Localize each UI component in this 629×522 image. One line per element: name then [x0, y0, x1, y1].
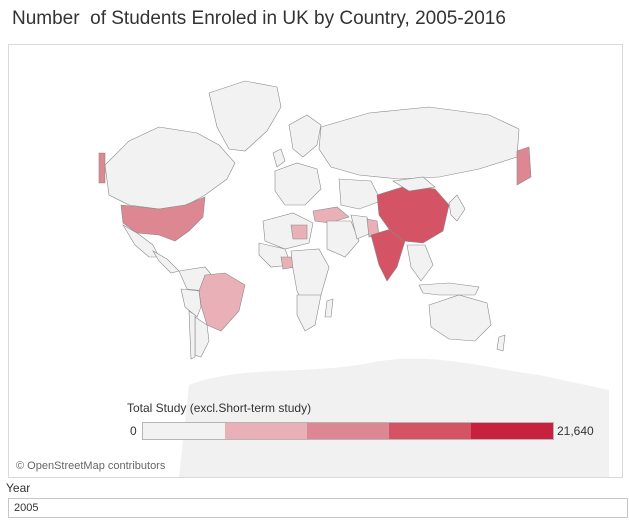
country-canada[interactable] — [104, 126, 236, 210]
year-filter-label: Year — [6, 481, 31, 495]
country-indonesia[interactable] — [418, 282, 480, 296]
legend-step-2 — [225, 423, 307, 439]
world-map[interactable] — [9, 45, 622, 477]
map-view[interactable]: Total Study (excl.Short-term study) 0 21… — [8, 44, 623, 478]
year-filter-select[interactable]: 2005 — [8, 498, 628, 518]
country-western-europe[interactable] — [274, 162, 322, 206]
legend-min-label: 0 — [130, 424, 137, 438]
country-brazil[interactable] — [198, 272, 246, 332]
legend-step-1 — [143, 423, 225, 439]
country-russia-east[interactable] — [516, 146, 532, 186]
legend-step-3 — [307, 423, 389, 439]
country-scandinavia[interactable] — [288, 114, 322, 158]
country-peru-bolivia[interactable] — [180, 288, 202, 318]
map-attribution[interactable]: © OpenStreetMap contributors — [13, 459, 169, 473]
country-libya[interactable] — [290, 224, 308, 240]
country-southeast-asia[interactable] — [406, 244, 434, 282]
country-mongolia[interactable] — [392, 176, 436, 192]
country-new-zealand[interactable] — [496, 334, 506, 352]
legend-max-label: 21,640 — [557, 424, 594, 438]
country-uk[interactable] — [272, 148, 286, 168]
country-russia[interactable] — [318, 106, 520, 180]
country-australia[interactable] — [428, 294, 492, 342]
country-korea-japan[interactable] — [448, 194, 466, 222]
country-north-africa[interactable] — [262, 212, 314, 250]
country-central-america[interactable] — [152, 250, 180, 274]
country-turkey[interactable] — [312, 206, 350, 224]
country-middle-east[interactable] — [326, 220, 360, 258]
country-usa[interactable] — [120, 196, 206, 242]
country-greenland[interactable] — [208, 80, 282, 152]
basemap-antarctica — [179, 358, 609, 477]
country-southern-africa[interactable] — [296, 294, 322, 332]
country-canada-west-edge[interactable] — [98, 152, 106, 184]
legend-step-5 — [471, 423, 553, 439]
country-madagascar[interactable] — [324, 298, 334, 318]
legend-color-bar — [142, 422, 554, 440]
page-title: Number of Students Enroled in UK by Coun… — [12, 8, 506, 29]
country-central-asia[interactable] — [338, 178, 382, 210]
country-chile[interactable] — [188, 310, 196, 360]
legend-title: Total Study (excl.Short-term study) — [127, 401, 312, 415]
legend-step-4 — [389, 423, 471, 439]
